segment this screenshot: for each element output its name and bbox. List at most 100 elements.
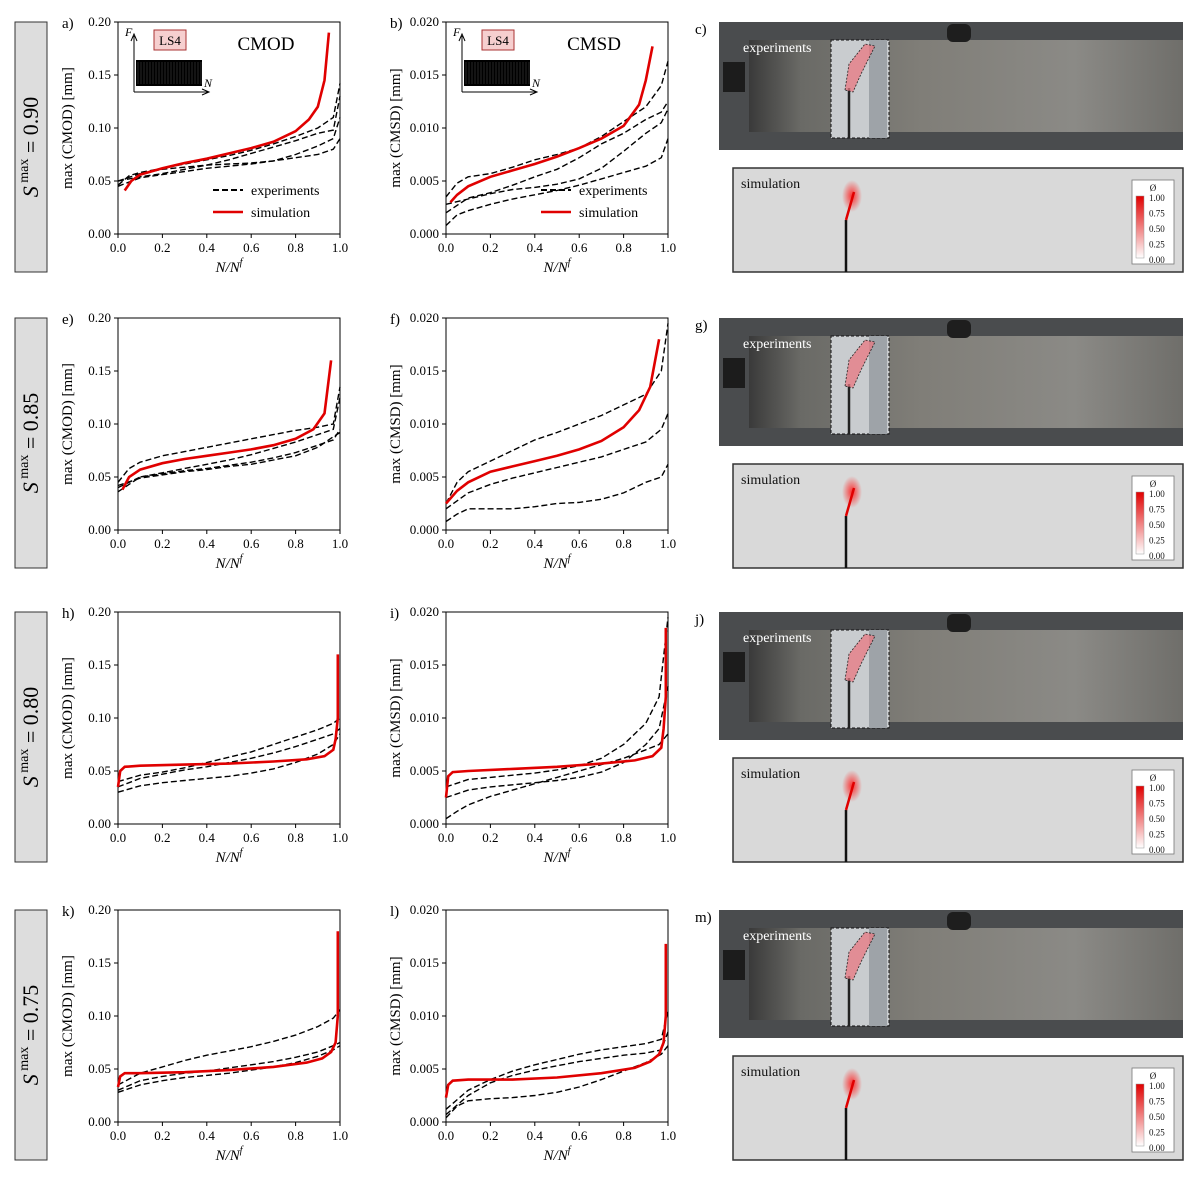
row-label-text: S max = 0.90 bbox=[17, 97, 43, 198]
loading-inset: F N LS4 bbox=[452, 25, 541, 96]
y-tick-label: 0.00 bbox=[88, 816, 111, 831]
x-tick-label: 0.2 bbox=[482, 536, 498, 551]
y-tick-label: 0.015 bbox=[410, 955, 439, 970]
x-tick-label: 0.0 bbox=[110, 830, 126, 845]
panel-letter: l) bbox=[390, 904, 399, 920]
colorbar-gradient bbox=[1135, 491, 1145, 555]
x-axis-title-sup: f bbox=[568, 257, 572, 268]
x-axis-title-main: N/N bbox=[215, 556, 241, 572]
colorbar-tick-label: 0.00 bbox=[1149, 551, 1165, 561]
x-tick-label: 0.6 bbox=[571, 830, 588, 845]
colorbar-tick-label: 0.25 bbox=[1149, 536, 1165, 546]
colorbar-tick-label: 0.50 bbox=[1149, 520, 1165, 530]
experiments-photo-label: experiments bbox=[743, 337, 811, 352]
concrete-beam-photo bbox=[749, 40, 1183, 132]
x-axis-title-main: N/N bbox=[215, 1148, 241, 1164]
chart-panel-k: 0.0 0.2 0.4 0.6 0.8 1.0 0.00 0.05 0.10 0.15 0.20 k)… bbox=[60, 902, 348, 1164]
simulation-panel-label: simulation bbox=[741, 177, 800, 192]
x-tick-label: 0.2 bbox=[482, 830, 498, 845]
y-tick-label: 0.020 bbox=[410, 310, 439, 325]
colorbar-tick-label: 0.00 bbox=[1149, 255, 1165, 265]
crack-region bbox=[844, 43, 876, 93]
colorbar-tick-label: 0.75 bbox=[1149, 1097, 1165, 1107]
experiment-series-line bbox=[445, 1045, 669, 1119]
x-axis-title-sup: f bbox=[240, 257, 244, 268]
simulation-series-line bbox=[444, 627, 668, 798]
x-axis-title-sup: f bbox=[240, 553, 244, 564]
y-tick-label: 0.20 bbox=[88, 310, 111, 325]
inset-f-label: F bbox=[452, 25, 461, 39]
x-tick-label: 0.0 bbox=[438, 830, 454, 845]
y-tick-label: 0.005 bbox=[410, 173, 439, 188]
panel-letter: h) bbox=[62, 606, 75, 622]
legend-experiments-label: experiments bbox=[579, 184, 647, 199]
y-tick-label: 0.015 bbox=[410, 67, 439, 82]
experiment-series-line bbox=[445, 323, 669, 504]
experiment-series-line bbox=[445, 617, 669, 788]
x-tick-label: 0.8 bbox=[615, 1128, 631, 1143]
panel-letter: e) bbox=[62, 312, 74, 328]
y-tick-label: 0.00 bbox=[88, 522, 111, 537]
x-tick-label: 0.6 bbox=[243, 240, 260, 255]
experiment-series-line bbox=[117, 728, 341, 788]
x-tick-label: 0.0 bbox=[110, 536, 126, 551]
x-tick-label: 0.2 bbox=[154, 536, 170, 551]
inset-badge-label: LS4 bbox=[487, 33, 509, 48]
photo-panel-2: j) experiments simulation Ø1.00 0.75 0.50 0.25… bbox=[694, 612, 1184, 863]
plot-frame bbox=[445, 317, 669, 531]
experiment-series-line bbox=[117, 1009, 341, 1086]
y-tick-label: 0.20 bbox=[88, 604, 111, 619]
load-head-shape bbox=[947, 912, 971, 930]
x-tick-label: 0.2 bbox=[482, 240, 498, 255]
row-label-value: = 0.80 bbox=[18, 687, 43, 749]
y-tick-label: 0.015 bbox=[410, 363, 439, 378]
row-label-3: S max = 0.75 bbox=[14, 909, 48, 1161]
colorbar-tick-label: 0.25 bbox=[1149, 240, 1165, 250]
colorbar-tick-label: 1.00 bbox=[1149, 783, 1165, 793]
experiments-photo-label: experiments bbox=[743, 929, 811, 944]
y-tick-label: 0.010 bbox=[410, 710, 439, 725]
colorbar-tick-label: 0.50 bbox=[1149, 1112, 1165, 1122]
colorbar-gradient bbox=[1135, 785, 1145, 849]
charts: 0.0 0.2 0.4 0.6 0.8 1.0 0.00 0.05 0.10 0.15 0.20 a)… bbox=[60, 14, 676, 1164]
x-tick-label: 0.8 bbox=[287, 1128, 303, 1143]
experiment-series-line bbox=[445, 1031, 669, 1116]
plot-frame bbox=[117, 317, 341, 531]
simulation-panel bbox=[732, 167, 1184, 273]
y-tick-label: 0.15 bbox=[88, 657, 111, 672]
inset-n-arrow-icon bbox=[529, 88, 539, 96]
chart-title: CMOD bbox=[237, 34, 294, 55]
x-axis-title-sup: f bbox=[240, 847, 244, 858]
y-tick-label: 0.005 bbox=[410, 763, 439, 778]
y-tick-label: 0.020 bbox=[410, 604, 439, 619]
x-tick-label: 0.0 bbox=[110, 1128, 126, 1143]
experiments-photo-label: experiments bbox=[743, 41, 811, 56]
row-label-value: = 0.90 bbox=[18, 97, 43, 159]
x-tick-label: 0.4 bbox=[199, 830, 216, 845]
experiment-series-line bbox=[445, 61, 669, 198]
x-axis-title: N/Nf bbox=[215, 553, 244, 572]
simulation-series-line bbox=[445, 338, 661, 505]
row-label-2: S max = 0.80 bbox=[14, 611, 48, 863]
row-label-sup: max bbox=[17, 159, 32, 187]
chart-panel-b: 0.0 0.2 0.4 0.6 0.8 1.0 0.000 0.005 0.010 0.015 0.… bbox=[388, 14, 676, 276]
inset-badge bbox=[481, 29, 515, 51]
experiment-series-line bbox=[445, 413, 669, 510]
y-axis-title: max (CMOD) [mm] bbox=[60, 657, 76, 779]
experiment-series-line bbox=[445, 138, 669, 227]
photo-panel-letter: j) bbox=[694, 612, 704, 628]
row-label-sup: max bbox=[17, 1047, 32, 1075]
y-tick-label: 0.000 bbox=[410, 226, 439, 241]
simulation-panel-label: simulation bbox=[741, 1065, 800, 1080]
y-tick-label: 0.00 bbox=[88, 1114, 111, 1129]
loading-inset: F N LS4 bbox=[124, 25, 213, 96]
row-label-box bbox=[14, 317, 48, 569]
inset-f-label: F bbox=[124, 25, 133, 39]
clamp-shape bbox=[723, 358, 745, 388]
x-tick-label: 0.0 bbox=[110, 240, 126, 255]
row-label-main: S bbox=[18, 1074, 43, 1085]
x-tick-label: 1.0 bbox=[660, 830, 676, 845]
y-tick-label: 0.010 bbox=[410, 1008, 439, 1023]
row-label-box bbox=[14, 909, 48, 1161]
colorbar-tick-label: 1.00 bbox=[1149, 1081, 1165, 1091]
